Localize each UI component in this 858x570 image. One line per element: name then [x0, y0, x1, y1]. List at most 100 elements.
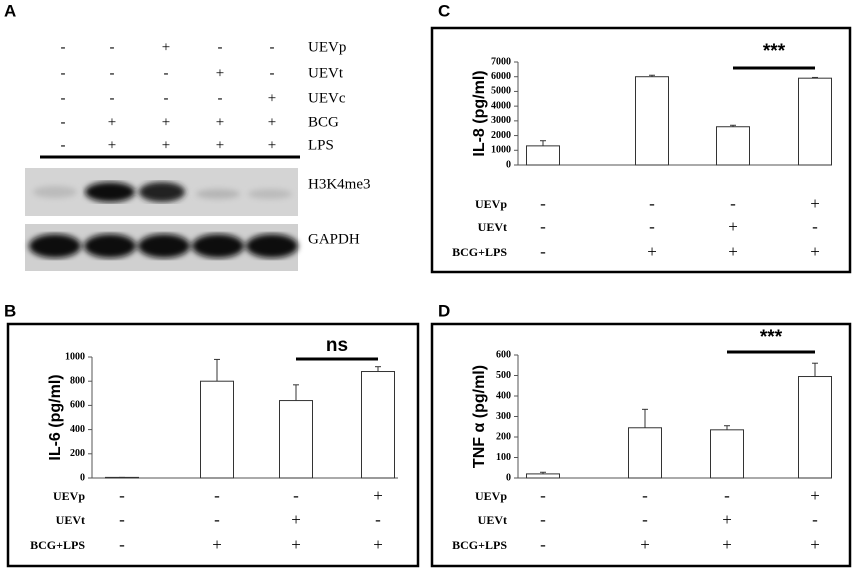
y-axis-title: IL-8 (pg/ml) — [471, 70, 488, 156]
y-tick-label: 2000 — [491, 130, 511, 141]
row-label: UEVc — [308, 90, 346, 106]
sign: + — [212, 535, 222, 554]
sign: - — [649, 217, 655, 236]
sign: - — [540, 510, 546, 529]
y-tick-label: 300 — [496, 411, 511, 422]
bar — [798, 77, 832, 166]
sign: - — [214, 486, 220, 505]
sign: + — [216, 137, 224, 153]
bar — [526, 145, 560, 166]
y-tick-label: 0 — [506, 159, 511, 170]
condition-label: UEVt — [478, 220, 507, 234]
sign: - — [375, 510, 381, 529]
sign: + — [162, 114, 170, 130]
panel-letter: C — [438, 1, 450, 20]
sign: - — [164, 90, 169, 106]
sign: - — [61, 114, 66, 130]
y-tick-label: 800 — [70, 375, 85, 386]
sign: + — [162, 39, 170, 55]
sign: - — [61, 39, 66, 55]
y-tick-label: 200 — [70, 448, 85, 459]
sign: - — [724, 486, 730, 505]
panel-letter: A — [4, 1, 16, 20]
sign: + — [373, 535, 383, 554]
bar — [200, 380, 234, 479]
sign: - — [214, 510, 220, 529]
panel-letter: B — [4, 301, 16, 320]
row-label: LPS — [308, 137, 334, 153]
y-tick-label: 600 — [70, 400, 85, 411]
bands — [33, 182, 292, 202]
sign: - — [119, 486, 125, 505]
sign: + — [722, 510, 732, 529]
significance-label: ns — [326, 335, 348, 356]
sign: + — [162, 137, 170, 153]
sign: + — [291, 535, 301, 554]
sign: - — [218, 90, 223, 106]
row-label: UEVt — [308, 65, 344, 81]
panel-letter: D — [438, 301, 450, 320]
band-label: H3K4me3 — [308, 176, 371, 192]
sign: - — [540, 217, 546, 236]
sign: - — [649, 194, 655, 213]
sign: - — [642, 510, 648, 529]
sign: + — [640, 535, 650, 554]
y-tick-label: 600 — [496, 349, 511, 360]
sign: - — [61, 90, 66, 106]
sign: + — [216, 65, 224, 81]
condition-label: BCG+LPS — [30, 538, 85, 552]
sign: - — [270, 39, 275, 55]
y-tick-label: 0 — [80, 472, 85, 483]
panel-frame — [430, 26, 852, 274]
bar — [798, 376, 832, 479]
bar — [279, 400, 313, 479]
sign: + — [728, 242, 738, 261]
sign: - — [164, 65, 169, 81]
y-tick-label: 6000 — [491, 71, 511, 82]
row-label: UEVp — [308, 39, 346, 55]
condition-label: BCG+LPS — [452, 245, 507, 259]
y-axis-title: TNF α (pg/ml) — [471, 365, 488, 468]
row-label: BCG — [308, 114, 339, 130]
sign: + — [268, 114, 276, 130]
bar — [361, 371, 395, 479]
sign: - — [270, 65, 275, 81]
y-tick-label: 500 — [496, 370, 511, 381]
sign: - — [61, 65, 66, 81]
sign: - — [110, 39, 115, 55]
sign: - — [812, 217, 818, 236]
condition-label: UEVp — [475, 489, 507, 503]
y-tick-label: 200 — [496, 431, 511, 442]
sign: + — [268, 90, 276, 106]
sign: + — [373, 486, 383, 505]
sign: + — [728, 217, 738, 236]
sign: - — [110, 90, 115, 106]
y-tick-label: 100 — [496, 452, 511, 463]
sign: - — [540, 194, 546, 213]
y-tick-label: 4000 — [491, 100, 511, 111]
sign: - — [812, 510, 818, 529]
bar — [716, 126, 750, 166]
panel-frame — [6, 322, 420, 568]
y-tick-label: 7000 — [491, 56, 511, 67]
sign: + — [810, 535, 820, 554]
sign: - — [642, 486, 648, 505]
panel-frame — [430, 322, 852, 568]
condition-label: UEVt — [478, 513, 507, 527]
sign: - — [540, 242, 546, 261]
sign: - — [119, 535, 125, 554]
condition-label: UEVp — [475, 197, 507, 211]
bar — [710, 429, 744, 479]
sign: - — [540, 535, 546, 554]
y-tick-label: 400 — [496, 390, 511, 401]
significance-label: *** — [763, 41, 786, 62]
y-axis-title: IL-6 (pg/ml) — [47, 374, 64, 460]
sign: - — [730, 194, 736, 213]
sign: + — [216, 114, 224, 130]
y-tick-label: 5000 — [491, 86, 511, 97]
sign: - — [540, 486, 546, 505]
sign: + — [291, 510, 301, 529]
sign: + — [108, 137, 116, 153]
